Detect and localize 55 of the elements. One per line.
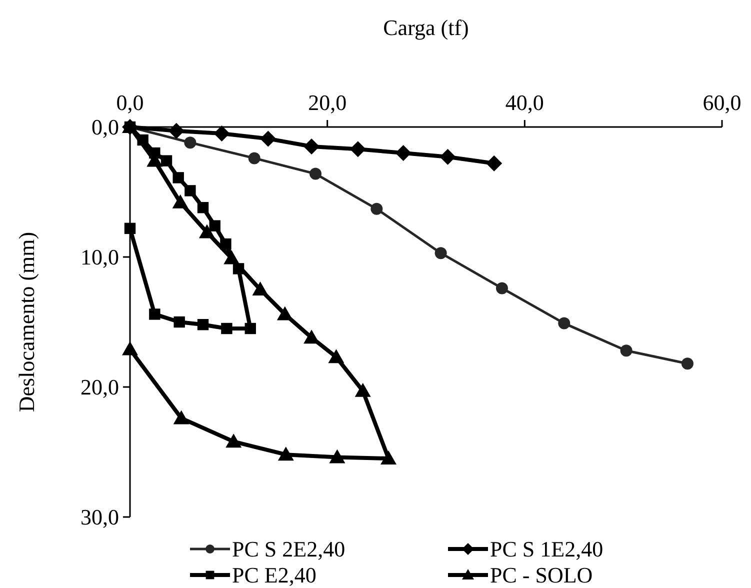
y-tick-label: 0,0 — [92, 114, 119, 140]
legend-label: PC - SOLO — [490, 562, 593, 588]
point — [244, 322, 256, 334]
point — [354, 382, 371, 397]
point — [380, 450, 397, 464]
point — [304, 138, 320, 154]
legend-label: PC E2,40 — [232, 562, 316, 588]
point — [168, 122, 184, 139]
point — [174, 316, 185, 328]
x-tick-label: 20,0 — [308, 90, 347, 115]
y-tick-label: 30,0 — [80, 504, 119, 530]
point — [209, 220, 220, 232]
point — [224, 250, 240, 264]
point — [160, 155, 172, 166]
legend-label: PC S 2E2,40 — [232, 536, 346, 562]
y-axis-title: Deslocamento (mm) — [14, 232, 39, 412]
point — [184, 136, 196, 149]
point — [172, 194, 188, 208]
point — [486, 155, 502, 172]
point — [260, 130, 276, 147]
point — [221, 322, 232, 334]
point — [172, 172, 184, 184]
point — [198, 224, 215, 238]
point — [434, 247, 447, 260]
point — [248, 152, 260, 164]
x-tick-label: 0,0 — [116, 90, 144, 115]
point — [329, 449, 346, 464]
point — [309, 168, 322, 180]
x-tick-label: 60,0 — [702, 90, 742, 115]
point — [122, 341, 138, 356]
point — [395, 145, 412, 161]
y-tick-label: 10,0 — [80, 244, 119, 270]
point — [226, 434, 242, 448]
point — [440, 148, 456, 165]
point — [620, 344, 632, 357]
point — [370, 202, 383, 215]
point — [252, 282, 268, 296]
point — [496, 282, 508, 294]
point — [278, 446, 294, 461]
x-axis-title: Carga (tf) — [383, 15, 469, 40]
legend-label: PC S 1E2,40 — [490, 536, 604, 562]
point — [124, 222, 136, 234]
point — [173, 410, 190, 424]
point — [558, 317, 570, 330]
point — [149, 308, 160, 320]
point — [214, 126, 230, 142]
point — [184, 185, 196, 196]
point — [197, 202, 209, 214]
point — [350, 141, 366, 158]
point — [328, 349, 344, 364]
point — [276, 306, 293, 320]
x-tick-label: 40,0 — [505, 90, 544, 115]
point — [197, 319, 209, 330]
y-tick-label: 20,0 — [80, 374, 119, 400]
point — [681, 358, 694, 370]
